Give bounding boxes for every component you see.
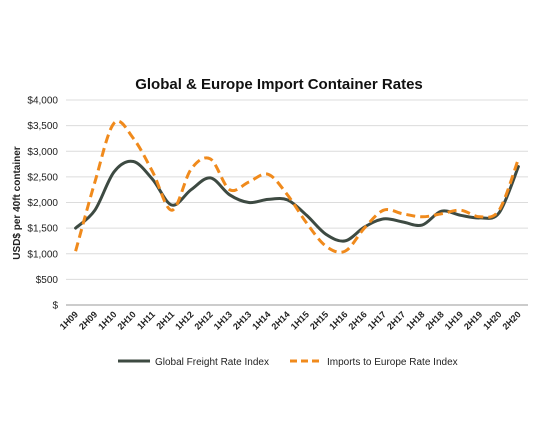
series-line-europe	[74, 119, 520, 254]
x-tick-label: 2H18	[424, 309, 446, 331]
y-tick-label: $4,000	[27, 96, 58, 107]
legend: Global Freight Rate Index Imports to Eur…	[118, 357, 458, 368]
y-tick-label: $	[52, 301, 58, 312]
x-tick-label: 2H17	[385, 309, 407, 331]
legend-label-europe: Imports to Europe Rate Index	[327, 357, 458, 368]
x-tick-label: 1H16	[327, 309, 349, 331]
x-tick-label: 1H15	[289, 309, 311, 331]
x-tick-label: 1H09	[58, 309, 80, 331]
chart-title: Global & Europe Import Container Rates	[135, 76, 423, 93]
series-lines	[74, 119, 520, 254]
y-axis-label: USD$ per 40ft container	[12, 146, 23, 259]
x-tick-label: 1H10	[96, 309, 118, 331]
x-tick-label: 2H15	[308, 309, 330, 331]
y-tick-label: $500	[36, 275, 59, 286]
x-axis-ticks: 1H092H091H102H101H112H111H122H121H132H13…	[58, 309, 523, 331]
x-tick-label: 2H16	[347, 309, 369, 331]
x-tick-label: 1H19	[443, 309, 465, 331]
y-tick-label: $1,000	[27, 249, 58, 260]
legend-label-global: Global Freight Rate Index	[155, 357, 269, 368]
y-tick-label: $1,500	[27, 224, 58, 235]
x-tick-label: 1H11	[135, 309, 157, 331]
x-tick-label: 2H11	[154, 309, 176, 331]
x-tick-label: 2H12	[193, 309, 215, 331]
x-tick-label: 2H09	[77, 309, 99, 331]
x-tick-label: 1H12	[173, 309, 195, 331]
x-tick-label: 2H13	[231, 309, 253, 331]
series-line-global	[74, 159, 520, 243]
x-tick-label: 1H17	[366, 309, 388, 331]
y-tick-label: $2,500	[27, 172, 58, 183]
x-tick-label: 1H14	[250, 309, 272, 331]
x-tick-label: 1H18	[404, 309, 426, 331]
y-tick-label: $2,000	[27, 198, 58, 209]
x-tick-label: 1H13	[212, 309, 234, 331]
x-tick-label: 2H14	[270, 309, 292, 331]
y-tick-label: $3,000	[27, 147, 58, 158]
x-tick-label: 1H20	[481, 309, 503, 331]
gridlines	[66, 99, 528, 280]
x-tick-label: 2H10	[116, 309, 138, 331]
x-tick-label: 2H20	[501, 309, 523, 331]
y-axis-ticks: $ $500 $1,000 $1,500 $2,000 $2,500 $3,000 $3,50…	[27, 96, 58, 312]
y-tick-label: $3,500	[27, 121, 58, 132]
x-tick-label: 2H19	[462, 309, 484, 331]
